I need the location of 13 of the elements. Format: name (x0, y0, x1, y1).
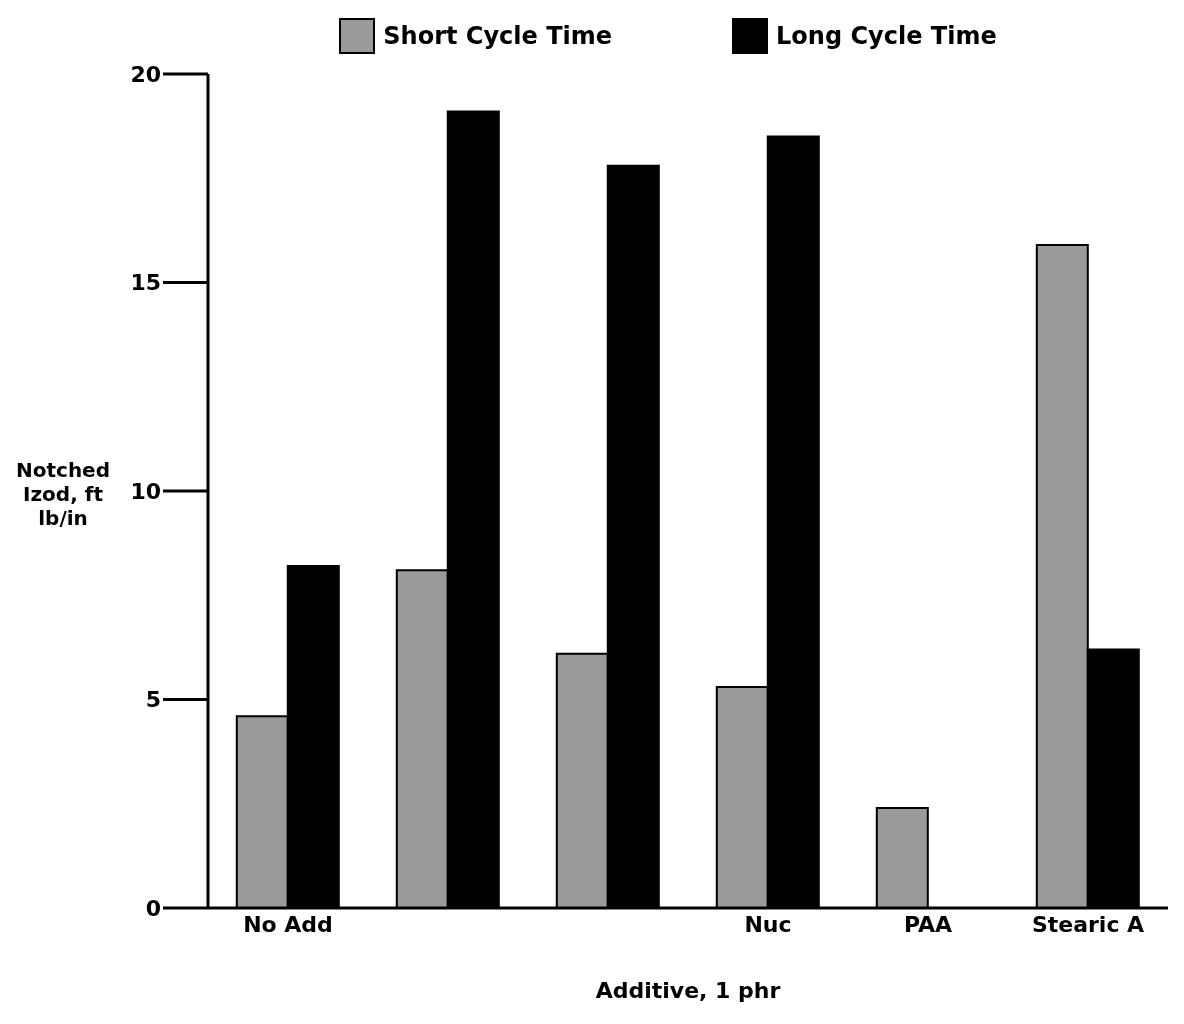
y-tick-label: 0 (145, 895, 161, 921)
x-tick-label: No Add (243, 911, 333, 937)
x-tick-label: PAA (903, 911, 953, 937)
x-tick-label: Stearic A (1031, 911, 1145, 937)
x-axis-title: Additive, 1 phr (595, 978, 781, 1003)
legend-label: Long Cycle Time (775, 21, 997, 52)
y-axis-title: Notched Izod, ft lb/in (15, 458, 111, 530)
y-tick-label: 20 (130, 61, 161, 87)
y-tick-label: 5 (145, 687, 161, 713)
y-tick-label: 10 (130, 478, 161, 504)
x-tick-label: Nuc (744, 911, 792, 937)
y-tick-label: 15 (130, 270, 161, 296)
legend-label: Short Cycle Time (382, 21, 613, 52)
